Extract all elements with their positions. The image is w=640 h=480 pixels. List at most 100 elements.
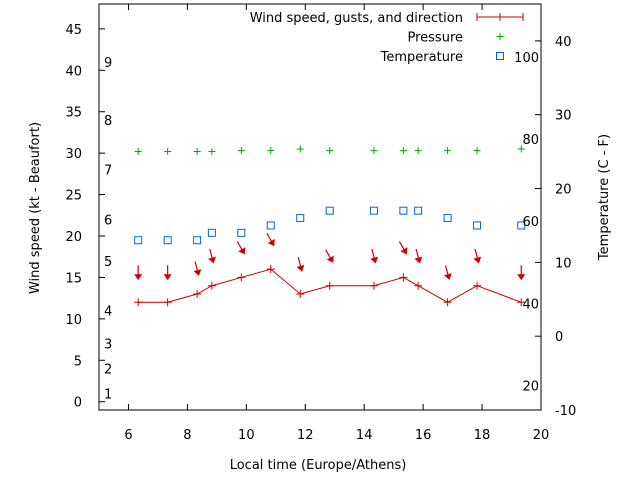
y-tick-label: 10	[65, 313, 82, 328]
wind-speed-point	[134, 298, 143, 307]
temperature-point	[163, 236, 172, 245]
y-tick-label: 25	[65, 189, 82, 204]
wind-speed-point	[399, 273, 408, 282]
wind-direction-arrow	[325, 249, 334, 263]
y2-tick-label: 20	[555, 183, 572, 198]
y2-tick-label: 40	[555, 35, 572, 50]
beaufort-label: 9	[104, 56, 112, 71]
beaufort-label: 3	[104, 338, 112, 353]
x-tick-label: 20	[533, 428, 550, 443]
y-tick-label: 45	[65, 23, 82, 38]
fahrenheit-label: 80	[522, 133, 539, 148]
x-tick-label: 10	[238, 428, 255, 443]
temperature-point	[414, 206, 423, 215]
y-tick-label: 30	[65, 147, 82, 162]
wind-speed-point	[237, 273, 246, 282]
pressure-point	[164, 147, 172, 155]
x-tick-label: 14	[356, 428, 373, 443]
beaufort-label: 1	[104, 387, 112, 402]
temperature-point	[237, 228, 246, 237]
wind-direction-arrow	[193, 261, 202, 276]
wind-direction-arrow	[443, 265, 452, 281]
temperature-point	[134, 236, 143, 245]
pressure-point	[444, 147, 452, 155]
y2-tick-label: 0	[555, 330, 563, 345]
wind-direction-arrow	[296, 257, 305, 272]
pressure-point	[473, 147, 481, 155]
pressure-point	[414, 147, 422, 155]
y-tick-label: 20	[65, 230, 82, 245]
temperature-point	[296, 214, 305, 223]
beaufort-label: 7	[104, 164, 112, 179]
wind-direction-arrow	[517, 265, 526, 281]
wind-direction-arrow	[414, 248, 423, 264]
beaufort-label: 4	[104, 305, 112, 320]
wind-direction-arrow	[473, 248, 482, 264]
legend-swatch-marker	[476, 13, 524, 21]
fahrenheit-label: 40	[522, 298, 539, 313]
temperature-point	[369, 206, 378, 215]
pressure-point	[193, 147, 201, 155]
pressure-point	[134, 147, 142, 155]
pressure-point	[296, 145, 304, 153]
beaufort-label: 8	[104, 114, 112, 129]
x-tick-label: 16	[415, 428, 432, 443]
wind-speed-point	[369, 281, 378, 290]
temperature-point	[266, 221, 275, 230]
x-tick-label: 18	[474, 428, 491, 443]
wind-direction-arrow	[266, 232, 275, 247]
wind-speed-point	[473, 281, 482, 290]
y-tick-label: 0	[74, 396, 82, 411]
pressure-point	[326, 147, 334, 155]
y-tick-label: 5	[74, 354, 82, 369]
wind-direction-arrow	[398, 241, 408, 255]
wind-direction-arrow	[208, 248, 216, 264]
temperature-point	[517, 221, 526, 230]
wind-direction-arrow	[370, 248, 379, 264]
legend-swatch-marker	[496, 33, 504, 40]
wind-direction-arrow	[134, 265, 143, 281]
temperature-point	[399, 206, 408, 215]
wind-speed-point	[207, 281, 216, 290]
beaufort-label: 2	[104, 363, 112, 378]
pressure-point	[517, 145, 525, 153]
y-tick-label: 35	[65, 106, 82, 121]
wind-speed-point	[296, 290, 305, 298]
y2-tick-label: 30	[555, 109, 572, 124]
x-axis-label: Local time (Europe/Athens)	[230, 458, 407, 473]
pressure-point	[237, 147, 245, 155]
temperature-point	[193, 236, 202, 245]
pressure-point	[267, 147, 275, 155]
wind-speed-point	[443, 298, 452, 307]
beaufort-label: 5	[104, 255, 112, 270]
x-tick-label: 8	[183, 428, 191, 443]
wind-speed-line	[138, 268, 522, 303]
y2-tick-label: -10	[555, 404, 576, 419]
wind-speed-point	[193, 290, 202, 298]
y2-axis-label: Temperature (C - F)	[597, 134, 612, 261]
y2-tick-label: 10	[555, 256, 572, 271]
fahrenheit-label: 60	[522, 215, 539, 230]
legend-label: Temperature	[380, 50, 463, 65]
wind-speed-point	[517, 298, 526, 307]
temperature-point	[443, 214, 452, 223]
legend-label: Wind speed, gusts, and direction	[250, 11, 463, 26]
pressure-point	[399, 147, 407, 155]
pressure-point	[208, 147, 216, 155]
temperature-point	[473, 221, 482, 230]
plot-frame	[98, 3, 542, 411]
y-axis-label: Wind speed (kt - Beaufort)	[28, 122, 43, 294]
y-tick-label: 40	[65, 64, 82, 79]
temperature-point	[325, 206, 334, 215]
wind-speed-point	[414, 281, 423, 290]
wind-direction-arrow	[236, 241, 246, 255]
wind-speed-point	[163, 298, 172, 307]
wind-speed-point	[325, 281, 334, 290]
legend-swatch-marker	[496, 52, 504, 60]
y-tick-label: 15	[65, 271, 82, 286]
temperature-point	[207, 228, 216, 237]
wind-direction-arrow	[163, 265, 172, 281]
fahrenheit-label: 100	[514, 51, 539, 66]
x-tick-label: 6	[124, 428, 132, 443]
